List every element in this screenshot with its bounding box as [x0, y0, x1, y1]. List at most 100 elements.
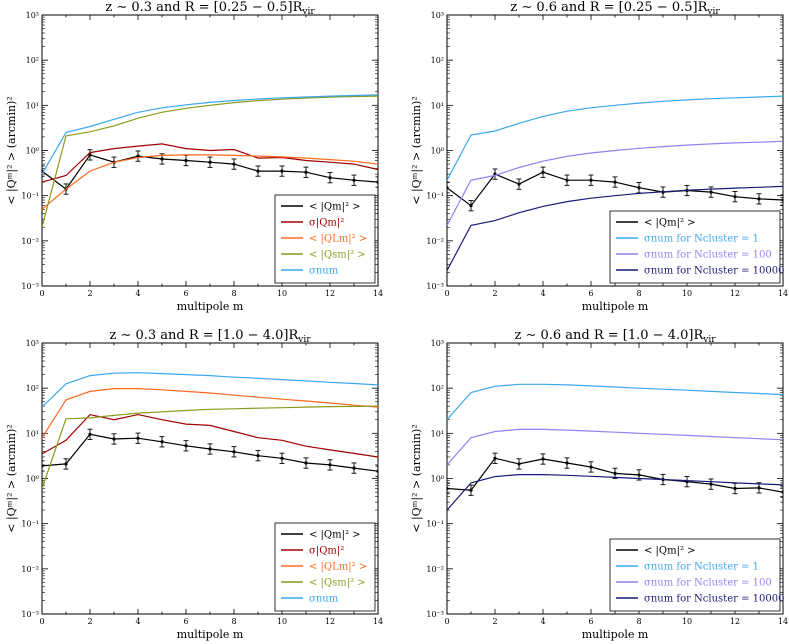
legend-label: < |Qm|² >	[309, 202, 361, 213]
x-tick-label: 4	[540, 617, 545, 626]
legend-label: < |Qm|² >	[644, 546, 696, 557]
series-line	[42, 405, 378, 489]
y-axis-label: < |Qᵐ|² > (arcmin)²	[410, 424, 424, 533]
y-tick-label: 10⁰	[26, 475, 39, 484]
x-tick-label: 2	[492, 617, 497, 626]
series-line	[42, 413, 378, 458]
x-tick-label: 8	[231, 289, 236, 298]
series-line	[42, 388, 378, 439]
series-line	[447, 95, 783, 181]
y-tick-label: 10⁻¹	[21, 192, 39, 201]
y-tick-label: 10⁻³	[21, 282, 39, 291]
chart-panel-2: 0 2 4 6 8 10 12 14 10⁻³ 10⁻² 10⁻¹ 10⁰ 10¹ 10² 10³ z ∼ 0…	[410, 0, 788, 313]
x-tick-label: 0	[444, 617, 449, 626]
x-tick-label: 10	[682, 617, 692, 626]
x-tick-label: 8	[636, 617, 641, 626]
y-tick-label: 10⁻²	[426, 237, 444, 246]
legend-label: σnum for Ncluster = 1	[644, 234, 759, 245]
series-line	[447, 474, 783, 511]
x-axis-label: multipole m	[177, 300, 244, 313]
plot-area	[447, 95, 783, 271]
legend-box	[274, 194, 376, 284]
x-tick-label: 0	[39, 289, 44, 298]
y-tick-label: 10³	[26, 339, 39, 348]
y-tick-label: 10⁰	[431, 475, 444, 484]
y-tick-label: 10¹	[431, 429, 444, 438]
y-tick-label: 10¹	[26, 429, 39, 438]
legend-label: σ|Qm|²	[309, 546, 344, 557]
plot-area	[42, 372, 378, 489]
chart-panel-3: 0 2 4 6 8 10 12 14 10⁻³ 10⁻² 10⁻¹ 10⁰ 10¹ 10² 10³ z ∼ 0…	[5, 328, 383, 641]
y-tick-label: 10⁻²	[21, 237, 39, 246]
legend-label: < |QLm|² >	[309, 562, 367, 573]
legend-box	[609, 210, 781, 284]
x-tick-label: 12	[325, 289, 335, 298]
y-tick-label: 10⁻²	[21, 565, 39, 574]
x-tick-label: 14	[778, 617, 788, 626]
legend-label: σ|Qm|²	[309, 218, 344, 229]
chart-title: z ∼ 0.3 and R = [0.25 − 0.5]Rvir	[105, 0, 315, 17]
legend-label: σnum for Ncluster = 1	[644, 562, 759, 573]
series-line	[447, 383, 783, 421]
x-tick-label: 6	[588, 617, 593, 626]
x-axis-label: multipole m	[582, 300, 649, 313]
x-axis-label: multipole m	[582, 628, 649, 641]
x-tick-label: 14	[373, 617, 383, 626]
y-tick-label: 10¹	[26, 101, 39, 110]
x-tick-label: 6	[588, 289, 593, 298]
y-tick-label: 10⁻¹	[426, 192, 444, 201]
legend-label: σnum for Ncluster = 10000	[644, 594, 784, 605]
x-tick-label: 4	[540, 289, 545, 298]
y-axis-label: < |Qᵐ|² > (arcmin)²	[410, 96, 424, 205]
series-line	[42, 95, 378, 228]
legend-label: σnum for Ncluster = 100	[644, 250, 772, 261]
legend-label: σnum	[309, 594, 339, 605]
y-tick-label: 10⁻¹	[21, 520, 39, 529]
series-line	[42, 372, 378, 408]
x-tick-label: 6	[183, 617, 188, 626]
legend: < |Qm|² > σ|Qm|² < |QLm|² > < |Qsm|² > σnum	[274, 194, 376, 284]
series-line	[42, 94, 378, 175]
x-tick-label: 10	[277, 289, 287, 298]
x-tick-label: 14	[373, 289, 383, 298]
x-tick-label: 4	[135, 289, 140, 298]
x-tick-label: 2	[492, 289, 497, 298]
y-tick-label: 10⁰	[431, 147, 444, 156]
legend: < |Qm|² > σnum for Ncluster = 1 σnum for N…	[609, 538, 784, 612]
x-tick-label: 6	[183, 289, 188, 298]
x-tick-label: 8	[231, 617, 236, 626]
plot-area	[42, 94, 378, 228]
legend: < |Qm|² > σ|Qm|² < |QLm|² > < |Qsm|² > σnum	[274, 522, 376, 612]
chart-title: z ∼ 0.3 and R = [1.0 − 4.0]Rvir	[109, 328, 311, 345]
y-tick-label: 10⁻³	[21, 610, 39, 619]
y-tick-label: 10³	[431, 339, 444, 348]
legend-box	[274, 522, 376, 612]
x-tick-label: 0	[444, 289, 449, 298]
y-tick-label: 10³	[26, 11, 39, 20]
x-tick-label: 10	[277, 617, 287, 626]
series-line	[447, 428, 783, 466]
x-tick-label: 2	[87, 289, 92, 298]
x-tick-label: 8	[636, 289, 641, 298]
chart-title: z ∼ 0.6 and R = [1.0 − 4.0]Rvir	[514, 328, 716, 345]
x-tick-label: 10	[682, 289, 692, 298]
legend-label: < |Qsm|² >	[309, 578, 366, 589]
legend: < |Qm|² > σnum for Ncluster = 1 σnum for N…	[609, 210, 784, 284]
x-axis-label: multipole m	[177, 628, 244, 641]
legend-label: < |Qm|² >	[644, 218, 696, 229]
x-tick-label: 0	[39, 617, 44, 626]
y-tick-label: 10⁻³	[426, 610, 444, 619]
series-line	[42, 154, 378, 210]
x-tick-label: 4	[135, 617, 140, 626]
plot-area	[447, 383, 783, 511]
y-tick-label: 10²	[431, 56, 444, 65]
y-tick-label: 10²	[26, 56, 39, 65]
y-tick-label: 10⁰	[26, 147, 39, 156]
legend-label: < |QLm|² >	[309, 234, 367, 245]
legend-label: σnum for Ncluster = 100	[644, 578, 772, 589]
chart-title: z ∼ 0.6 and R = [0.25 − 0.5]Rvir	[510, 0, 720, 17]
y-tick-label: 10⁻²	[426, 565, 444, 574]
legend-label: σnum for Ncluster = 10000	[644, 266, 784, 277]
x-tick-label: 2	[87, 617, 92, 626]
x-tick-label: 14	[778, 289, 788, 298]
